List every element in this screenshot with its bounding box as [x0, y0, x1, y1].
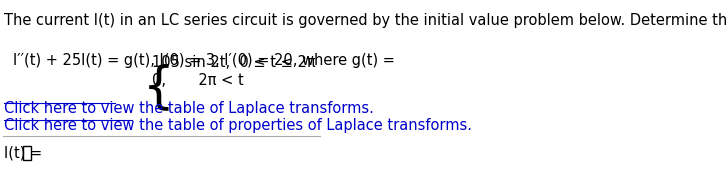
Text: 0,       2π < t: 0, 2π < t: [152, 73, 244, 88]
Text: 105 sin 2t,  0 ≤ t ≤ 2π: 105 sin 2t, 0 ≤ t ≤ 2π: [152, 55, 316, 70]
Text: The current I(t) in an LC series circuit is governed by the initial value proble: The current I(t) in an LC series circuit…: [4, 13, 727, 28]
Text: Click here to view the table of properties of Laplace transforms.: Click here to view the table of properti…: [4, 118, 472, 133]
Text: {: {: [143, 63, 175, 111]
Text: I′′(t) + 25I(t) = g(t), I(0) = 3, I′(0) = 20, where g(t) =: I′′(t) + 25I(t) = g(t), I(0) = 3, I′(0) …: [13, 53, 395, 68]
Text: I(t) =: I(t) =: [4, 145, 41, 160]
Text: Click here to view the table of Laplace transforms.: Click here to view the table of Laplace …: [4, 101, 374, 116]
FancyBboxPatch shape: [23, 146, 31, 160]
